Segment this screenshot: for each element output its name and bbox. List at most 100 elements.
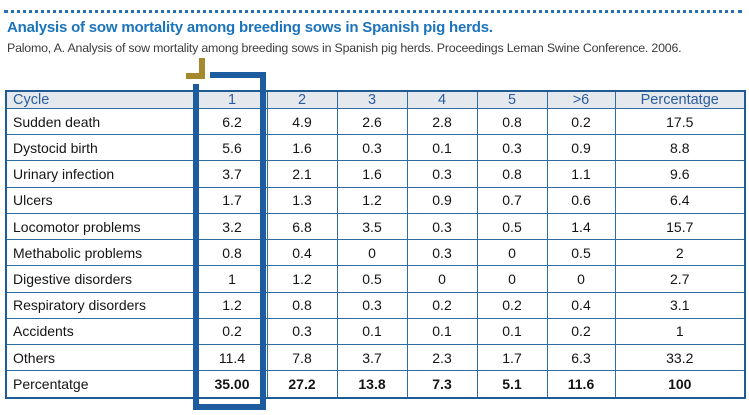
table-cell: 3.1 [614,291,746,319]
table-cell: 6.2 [196,107,268,136]
table-cell: 0.9 [406,186,478,214]
row-label: Accidents [5,317,198,346]
table-row: Dystocid birth 5.6 1.6 0.3 0.1 0.3 0.9 8.8 [5,134,746,162]
table-cell: 1 [196,265,268,293]
table-row: Digestive disorders 1 1.2 0.5 0 0 0 2.7 [5,265,746,293]
mortality-table: Cycle 1 2 3 4 5 >6 Percentatge Sudden de… [5,90,746,399]
page-title: Analysis of sow mortality among breeding… [7,19,493,36]
table-row: Percentatge 35.00 27.2 13.8 7.3 5.1 11.6 100 [5,370,746,399]
table-cell: 0.2 [546,317,616,346]
row-label: Dystocid birth [5,134,198,162]
row-label: Urinary infection [5,160,198,188]
table-cell: 0.8 [266,291,338,319]
table-cell: 0.5 [546,239,616,267]
table-cell: 11.6 [546,370,616,399]
table-cell: 0.3 [406,160,478,188]
table-cell: 2.6 [336,107,408,136]
table-cell: 1.6 [266,134,338,162]
table-cell: 5.6 [196,134,268,162]
table-cell: 6.4 [614,186,746,214]
table-cell: 8.8 [614,134,746,162]
table-cell: 0 [406,265,478,293]
row-label: Respiratory disorders [5,291,198,319]
table-cell: 0.8 [476,160,548,188]
table-header-row: Cycle 1 2 3 4 5 >6 Percentatge [5,90,746,109]
table-cell: 13.8 [336,370,408,399]
table-cell: 0.4 [266,239,338,267]
table-cell: 35.00 [196,370,268,399]
table-cell: 15.7 [614,212,746,241]
table-row: Methabolic problems 0.8 0.4 0 0.3 0 0.5 2 [5,239,746,267]
row-label: Ulcers [5,186,198,214]
table-cell: 0.3 [406,239,478,267]
table-cell: 1.4 [546,212,616,241]
column-header-cycle: Cycle [5,90,198,109]
corner-bracket-marker-icon [199,58,205,79]
row-label: Digestive disorders [5,265,198,293]
row-label: Sudden death [5,107,198,136]
citation: Palomo, A. Analysis of sow mortality amo… [7,41,682,55]
column-header-3: 3 [336,90,408,109]
table-cell: 0.2 [476,291,548,319]
table-cell: 0 [476,265,548,293]
column-highlight-top [210,72,260,78]
table-cell: 0.4 [546,291,616,319]
table-cell: 0.7 [476,186,548,214]
table-cell: 2.3 [406,344,478,372]
corner-bracket-marker-icon [186,73,205,79]
table-cell: 1.3 [266,186,338,214]
table-cell: 4.9 [266,107,338,136]
row-label: Locomotor problems [5,212,198,241]
table-cell: 0.1 [476,317,548,346]
table-cell: 2 [614,239,746,267]
table-cell: 3.5 [336,212,408,241]
table-cell: 9.6 [614,160,746,188]
table-cell: 7.8 [266,344,338,372]
table-cell: 0.2 [196,317,268,346]
table-cell: 0.8 [476,107,548,136]
table-cell: 1.6 [336,160,408,188]
table-cell: 2.8 [406,107,478,136]
table-row: Ulcers 1.7 1.3 1.2 0.9 0.7 0.6 6.4 [5,186,746,214]
table-cell: 27.2 [266,370,338,399]
table-cell: 1.7 [476,344,548,372]
table-body: Sudden death 6.2 4.9 2.6 2.8 0.8 0.2 17.5 Dystoc… [5,107,746,399]
table-cell: 0.2 [406,291,478,319]
column-header-gt6: >6 [546,90,616,109]
table-row: Accidents 0.2 0.3 0.1 0.1 0.1 0.2 1 [5,317,746,346]
table-cell: 17.5 [614,107,746,136]
row-label: Percentatge [5,370,198,399]
table-row: Urinary infection 3.7 2.1 1.6 0.3 0.8 1.1 9.6 [5,160,746,188]
table-cell: 1.2 [196,291,268,319]
column-header-2: 2 [266,90,338,109]
column-highlight-left [193,84,199,410]
table-cell: 0.3 [476,134,548,162]
table-cell: 0.3 [266,317,338,346]
table-cell: 1.2 [266,265,338,293]
table-row: Sudden death 6.2 4.9 2.6 2.8 0.8 0.2 17.5 [5,107,746,136]
table-cell: 0.1 [406,317,478,346]
column-header-4: 4 [406,90,478,109]
table-cell: 1.1 [546,160,616,188]
column-header-percentatge: Percentatge [614,90,746,109]
table-cell: 5.1 [476,370,548,399]
table-cell: 6.8 [266,212,338,241]
table-cell: 0.3 [336,134,408,162]
table-cell: 0 [546,265,616,293]
table-cell: 100 [614,370,746,399]
table-row: Respiratory disorders 1.2 0.8 0.3 0.2 0.2 0.4 3… [5,291,746,319]
table-cell: 7.3 [406,370,478,399]
table-cell: 11.4 [196,344,268,372]
table-row: Locomotor problems 3.2 6.8 3.5 0.3 0.5 1.4 15.7 [5,212,746,241]
table-cell: 0.5 [476,212,548,241]
table-cell: 3.7 [196,160,268,188]
column-highlight-right [260,72,266,410]
table-row: Others 11.4 7.8 3.7 2.3 1.7 6.3 33.2 [5,344,746,372]
table-cell: 3.2 [196,212,268,241]
table-cell: 2.1 [266,160,338,188]
table-cell: 0.5 [336,265,408,293]
table-cell: 2.7 [614,265,746,293]
row-label: Others [5,344,198,372]
table-cell: 33.2 [614,344,746,372]
table-cell: 0 [336,239,408,267]
